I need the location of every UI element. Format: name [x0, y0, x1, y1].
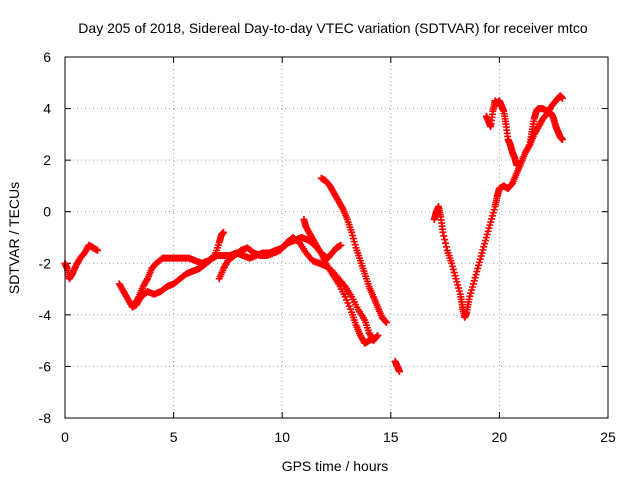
data-point: [382, 319, 390, 327]
y-axis-label: SDTVAR / TECUs: [6, 182, 22, 294]
chart-title: Day 205 of 2018, Sidereal Day-to-day VTE…: [78, 20, 588, 36]
data-point: [558, 94, 566, 102]
data-points: [61, 92, 566, 376]
data-point: [558, 136, 566, 144]
data-point: [442, 239, 450, 247]
series-segment-seg-j: [526, 105, 566, 149]
data-point: [374, 331, 382, 339]
series-segment-seg-d: [215, 234, 382, 345]
grid-lines: [65, 57, 608, 418]
series-segment-seg-a: [61, 241, 102, 283]
data-point: [210, 253, 218, 261]
plot-frame: [64, 56, 609, 419]
x-tick-label: 25: [600, 429, 616, 445]
series-segment-seg-i: [482, 97, 521, 169]
y-tick-label: 4: [43, 101, 51, 117]
series-segment-seg-g: [391, 357, 403, 376]
series-segment-seg-h: [430, 92, 566, 321]
y-tick-label: 6: [43, 49, 51, 65]
axis-ticks: [64, 56, 609, 419]
data-point: [439, 228, 447, 236]
data-point: [373, 333, 381, 341]
y-tick-label: 0: [43, 204, 51, 220]
data-point: [442, 243, 450, 251]
y-tick-label: -6: [39, 358, 52, 374]
x-axis-label: GPS time / hours: [282, 458, 389, 474]
y-tick-label: 2: [43, 152, 51, 168]
x-tick-label: 5: [170, 429, 178, 445]
x-tick-label: 20: [492, 429, 508, 445]
data-point: [441, 236, 449, 244]
data-point: [382, 318, 390, 326]
data-point: [440, 232, 448, 240]
tick-labels: 0 5 10 15 20 25 -8 -6 -4 -2 0 2 4 6: [39, 49, 616, 445]
y-tick-label: -8: [39, 410, 52, 426]
data-point: [513, 161, 521, 169]
series-segment-seg-f: [317, 174, 390, 327]
x-tick-label: 0: [61, 429, 69, 445]
data-point: [395, 368, 403, 376]
series-segment-seg-c: [131, 228, 228, 309]
y-tick-label: -4: [39, 307, 52, 323]
data-point: [220, 228, 228, 236]
series-segment-seg-e: [300, 215, 345, 262]
y-tick-label: -2: [39, 255, 52, 271]
data-point: [337, 241, 345, 249]
data-point: [94, 246, 102, 254]
x-tick-label: 10: [274, 429, 290, 445]
x-tick-label: 15: [383, 429, 399, 445]
